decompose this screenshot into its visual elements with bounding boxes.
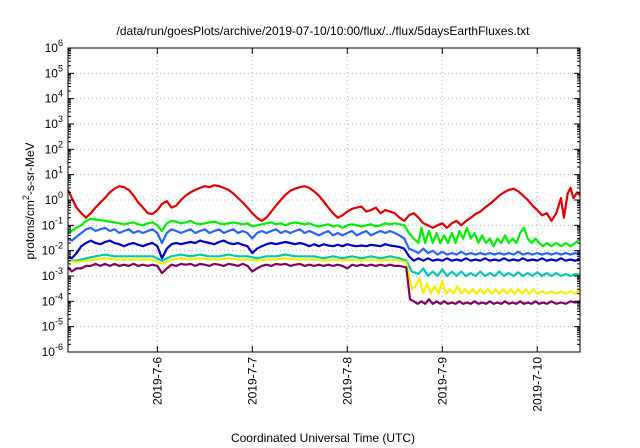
y-tick-label-base: 10: [45, 193, 59, 207]
y-tick-label-exp: -4: [55, 291, 63, 301]
y-tick-label-exp: -5: [55, 317, 63, 327]
y-tick-label-exp: -6: [55, 342, 63, 352]
series-line-2: [67, 217, 581, 248]
y-axis-ticks: 10-610-510-410-310-210-11001011021031041…: [42, 38, 580, 359]
y-tick-label-exp: 2: [58, 139, 63, 149]
y-tick-label-exp: 3: [58, 114, 63, 124]
y-tick-label-base: 10: [42, 345, 56, 359]
y-tick-label: 10-1: [42, 215, 63, 232]
y-tick-label-base: 10: [42, 269, 56, 283]
y-axis-label-post: -s-sr-MeV: [23, 142, 37, 195]
y-tick-label-base: 10: [45, 142, 59, 156]
x-tick-label: 2019-7-6: [150, 357, 164, 405]
y-tick-label-base: 10: [42, 294, 56, 308]
y-axis-label: protons/cm2-s-sr-MeV: [21, 142, 37, 259]
series-group: [67, 184, 581, 305]
grid-lines: [68, 47, 580, 353]
y-tick-label: 102: [45, 139, 63, 156]
y-tick-label-base: 10: [45, 66, 59, 80]
y-tick-label: 106: [45, 38, 63, 55]
y-tick-label: 10-5: [42, 317, 63, 334]
x-tick-label: 2019-7-7: [245, 357, 259, 405]
x-axis-label: Coordinated Universal Time (UTC): [231, 431, 415, 445]
series-line-6: [67, 257, 581, 295]
y-tick-label-base: 10: [45, 92, 59, 106]
x-tick-label: 2019-7-9: [435, 357, 449, 405]
y-tick-label: 100: [45, 190, 63, 207]
y-tick-label-base: 10: [42, 320, 56, 334]
x-tick-label: 2019-7-8: [340, 357, 354, 405]
y-tick-label-exp: -3: [55, 266, 63, 276]
series-line-1: [67, 184, 581, 229]
y-tick-label-base: 10: [45, 117, 59, 131]
y-tick-label: 10-6: [42, 342, 63, 359]
y-tick-label-exp: -2: [55, 241, 63, 251]
y-tick-label-exp: 0: [58, 190, 63, 200]
y-tick-label: 10-3: [42, 266, 63, 283]
y-tick-label: 104: [45, 89, 63, 106]
y-tick-label-exp: -1: [55, 215, 63, 225]
x-axis-ticks: 2019-7-6 2019-7-7 2019-7-8 2019-7-9 2019-7-1…: [150, 48, 544, 412]
y-tick-label: 103: [45, 114, 63, 131]
y-tick-label-exp: 6: [58, 38, 63, 48]
y-tick-label-exp: 5: [58, 63, 63, 73]
y-axis-label-sup: 2: [21, 195, 31, 200]
series-line-7: [67, 262, 581, 305]
y-tick-label-base: 10: [42, 244, 56, 258]
y-tick-label: 101: [45, 165, 63, 182]
y-tick-label-exp: 1: [58, 165, 63, 175]
chart-title: /data/run/goesPlots/archive/2019-07-10/1…: [117, 24, 531, 38]
y-tick-label-exp: 4: [58, 89, 63, 99]
series-line-3: [67, 226, 581, 256]
y-tick-label-base: 10: [45, 168, 59, 182]
series-line-5: [68, 253, 581, 278]
x-tick-label: 2019-7-10: [530, 357, 544, 412]
y-axis-label-pre: protons/cm: [23, 200, 37, 259]
y-tick-label-base: 10: [45, 41, 59, 55]
y-tick-label: 10-2: [42, 241, 63, 258]
y-tick-label-base: 10: [42, 218, 56, 232]
series-line-4: [67, 239, 581, 262]
y-tick-label: 10-4: [42, 291, 63, 308]
y-tick-label: 105: [45, 63, 63, 80]
